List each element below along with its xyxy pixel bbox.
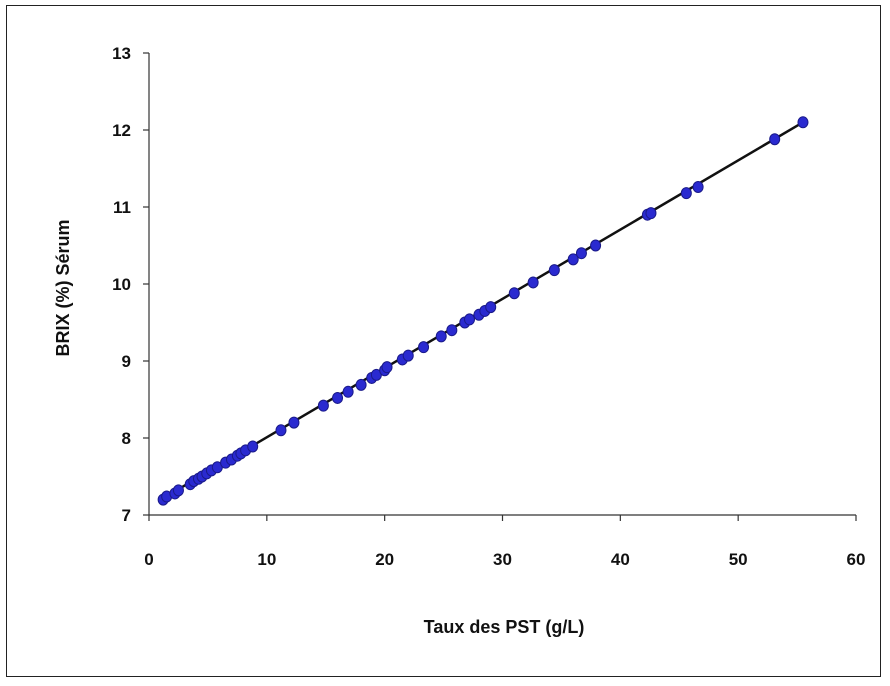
data-point: [590, 239, 602, 252]
data-point: [769, 133, 781, 146]
scatter-chart: 0 10 20 30 40 50 60 7 8 9 10 11 12 13 Taux des PST (…: [53, 44, 865, 637]
data-point: [288, 416, 300, 429]
y-tick-label: 9: [122, 352, 131, 371]
data-point: [797, 116, 809, 129]
data-point: [485, 301, 497, 314]
data-point: [355, 378, 367, 391]
x-tick-label: 50: [729, 550, 748, 569]
y-tick-label: 12: [112, 121, 131, 140]
y-tick-labels: 7 8 9 10 11 12 13: [112, 44, 131, 525]
data-point: [275, 424, 287, 437]
data-point: [172, 484, 184, 497]
data-point: [567, 253, 579, 266]
data-point: [680, 187, 692, 200]
data-point: [435, 330, 447, 343]
x-tick-label: 20: [375, 550, 394, 569]
data-point: [342, 385, 354, 398]
y-axis-title: BRIX (%) Sérum: [53, 219, 73, 356]
data-point: [418, 341, 430, 354]
y-tick-label: 13: [112, 44, 131, 63]
y-tick-label: 8: [122, 429, 131, 448]
data-point: [381, 361, 393, 374]
chart-frame: 0 10 20 30 40 50 60 7 8 9 10 11 12 13 Taux des PST (…: [6, 5, 881, 677]
x-tick-label: 40: [611, 550, 630, 569]
x-tick-label: 10: [257, 550, 276, 569]
data-point: [692, 180, 704, 193]
x-tick-label: 60: [847, 550, 866, 569]
y-tick-label: 11: [113, 198, 131, 217]
data-point: [548, 264, 560, 277]
data-point: [402, 349, 414, 362]
data-point: [464, 313, 476, 326]
x-axis-title: Taux des PST (g/L): [424, 617, 585, 637]
data-point: [508, 287, 520, 300]
data-point: [575, 247, 587, 260]
x-tick-labels: 0 10 20 30 40 50 60: [144, 550, 865, 569]
data-point: [446, 324, 458, 337]
x-tick-label: 0: [144, 550, 153, 569]
data-point: [645, 207, 657, 220]
data-point: [317, 399, 329, 412]
axes: [143, 52, 857, 521]
data-point: [527, 276, 539, 289]
data-point: [332, 391, 344, 404]
data-points: [157, 116, 809, 506]
data-point: [247, 440, 259, 453]
y-tick-label: 10: [112, 275, 131, 294]
x-tick-label: 30: [493, 550, 512, 569]
y-tick-label: 7: [122, 506, 131, 525]
